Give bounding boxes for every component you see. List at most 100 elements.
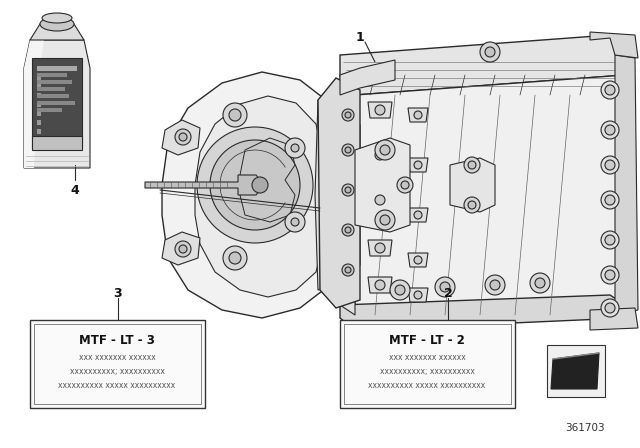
Text: 4: 4 [70,184,79,197]
Circle shape [375,210,395,230]
Polygon shape [162,120,200,155]
Circle shape [291,218,299,226]
Bar [32,136,82,150]
Bar [37,75,41,80]
Polygon shape [162,232,200,265]
Bar [37,66,77,71]
Circle shape [223,246,247,270]
Circle shape [414,256,422,264]
Circle shape [530,273,550,293]
Text: xxxxxxxxxx; xxxxxxxxxx: xxxxxxxxxx; xxxxxxxxxx [380,366,474,375]
Ellipse shape [42,13,72,23]
Bar [30,320,205,408]
Text: 2: 2 [444,287,452,300]
Circle shape [375,150,385,160]
Circle shape [179,245,187,253]
Polygon shape [318,78,360,308]
Text: MTF - LT - 3: MTF - LT - 3 [79,333,155,346]
Polygon shape [340,75,355,315]
Circle shape [252,177,268,193]
Polygon shape [355,138,410,232]
Circle shape [464,197,480,213]
Circle shape [229,109,241,121]
Polygon shape [408,288,428,302]
Bar [34,324,201,404]
Polygon shape [408,108,428,122]
Bar [37,94,69,98]
Circle shape [605,235,615,245]
Polygon shape [30,24,84,40]
Bar [37,101,75,105]
Circle shape [345,227,351,233]
Bar [32,58,82,148]
Text: 3: 3 [114,287,122,300]
Circle shape [345,147,351,153]
Polygon shape [368,240,392,256]
Bar [37,93,41,98]
Circle shape [345,112,351,118]
Polygon shape [551,353,599,389]
Polygon shape [408,208,428,222]
Circle shape [342,144,354,156]
Circle shape [485,47,495,57]
Circle shape [435,277,455,297]
Bar [37,80,72,84]
Text: 361703: 361703 [565,423,605,433]
Circle shape [605,125,615,135]
Polygon shape [195,96,322,297]
Circle shape [342,224,354,236]
Bar [37,111,41,116]
Circle shape [605,270,615,280]
Circle shape [414,291,422,299]
Circle shape [175,241,191,257]
Polygon shape [145,175,260,195]
Circle shape [380,145,390,155]
Text: MTF - LT - 2: MTF - LT - 2 [389,333,465,346]
Circle shape [175,129,191,145]
Circle shape [395,285,405,295]
Polygon shape [368,192,392,208]
Circle shape [601,266,619,284]
Circle shape [342,184,354,196]
Circle shape [414,211,422,219]
Bar [344,324,511,404]
Polygon shape [450,158,495,212]
Circle shape [285,138,305,158]
Circle shape [601,191,619,209]
Circle shape [397,177,413,193]
Bar [37,66,77,71]
Polygon shape [368,147,392,163]
Polygon shape [355,75,625,315]
Polygon shape [162,72,335,318]
Circle shape [291,144,299,152]
Circle shape [375,195,385,205]
Text: 1: 1 [356,30,364,43]
Circle shape [345,267,351,273]
Circle shape [414,161,422,169]
Circle shape [490,280,500,290]
Circle shape [468,201,476,209]
Circle shape [535,278,545,288]
Bar [37,120,41,125]
Circle shape [440,282,450,292]
Text: xxx xxxxxxx xxxxxx: xxx xxxxxxx xxxxxx [388,353,465,362]
Circle shape [342,264,354,276]
Bar [37,108,62,112]
Ellipse shape [40,17,74,31]
Polygon shape [340,295,625,330]
Circle shape [342,109,354,121]
Circle shape [485,275,505,295]
Polygon shape [24,40,90,168]
Polygon shape [24,40,44,168]
Circle shape [223,103,247,127]
Polygon shape [368,102,392,118]
Polygon shape [340,35,625,95]
Polygon shape [315,100,360,290]
Circle shape [464,157,480,173]
Circle shape [375,140,395,160]
Polygon shape [615,55,638,315]
Circle shape [601,156,619,174]
Circle shape [414,111,422,119]
Circle shape [179,133,187,141]
Bar [547,345,605,397]
